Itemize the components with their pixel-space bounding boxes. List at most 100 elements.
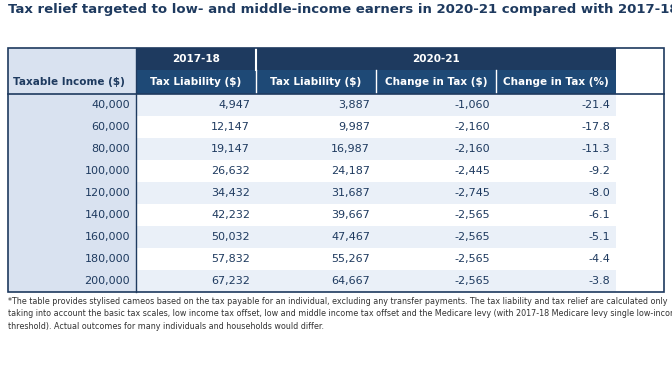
Text: -6.1: -6.1	[589, 210, 610, 220]
Bar	[496, 94, 616, 116]
Text: -2,160: -2,160	[454, 122, 490, 132]
Bar	[136, 160, 256, 182]
Text: 120,000: 120,000	[85, 188, 130, 198]
Text: 55,267: 55,267	[331, 254, 370, 264]
Text: -3.8: -3.8	[588, 276, 610, 286]
Text: -5.1: -5.1	[589, 232, 610, 242]
Text: 50,032: 50,032	[212, 232, 250, 242]
Bar	[376, 70, 496, 94]
Bar	[376, 248, 496, 270]
Bar	[8, 182, 136, 204]
Text: 60,000: 60,000	[91, 122, 130, 132]
Bar	[256, 94, 376, 116]
Text: 140,000: 140,000	[85, 210, 130, 220]
Text: 160,000: 160,000	[85, 232, 130, 242]
Bar	[496, 160, 616, 182]
Bar	[496, 138, 616, 160]
Bar	[496, 116, 616, 138]
Text: 12,147: 12,147	[211, 122, 250, 132]
Text: -11.3: -11.3	[581, 144, 610, 154]
Text: *The table provides stylised cameos based on the tax payable for an individual, : *The table provides stylised cameos base…	[8, 297, 672, 331]
Text: -2,445: -2,445	[454, 166, 490, 176]
Text: -1,060: -1,060	[454, 100, 490, 110]
Bar	[136, 94, 256, 116]
Text: 19,147: 19,147	[211, 144, 250, 154]
Bar	[496, 270, 616, 292]
Bar	[8, 248, 136, 270]
Bar	[136, 116, 256, 138]
Bar	[256, 248, 376, 270]
Text: 2020-21: 2020-21	[412, 54, 460, 64]
Text: 24,187: 24,187	[331, 166, 370, 176]
Text: -2,565: -2,565	[454, 276, 490, 286]
Bar	[136, 204, 256, 226]
Text: -9.2: -9.2	[588, 166, 610, 176]
Bar	[8, 116, 136, 138]
Bar	[496, 182, 616, 204]
Bar	[376, 160, 496, 182]
Bar	[256, 138, 376, 160]
Bar	[496, 248, 616, 270]
Bar	[8, 160, 136, 182]
Bar	[136, 248, 256, 270]
Bar	[256, 182, 376, 204]
Bar	[376, 204, 496, 226]
Text: -21.4: -21.4	[581, 100, 610, 110]
Text: 26,632: 26,632	[211, 166, 250, 176]
Text: -4.4: -4.4	[588, 254, 610, 264]
Text: Change in Tax ($): Change in Tax ($)	[385, 77, 487, 87]
Bar	[136, 138, 256, 160]
Text: Tax Liability ($): Tax Liability ($)	[270, 77, 362, 87]
Text: 42,232: 42,232	[211, 210, 250, 220]
Bar	[496, 70, 616, 94]
Bar	[136, 48, 256, 70]
Text: 47,467: 47,467	[331, 232, 370, 242]
Bar	[136, 226, 256, 248]
Bar	[8, 94, 136, 116]
Bar	[136, 270, 256, 292]
Bar	[256, 48, 616, 70]
Bar	[496, 204, 616, 226]
Text: 180,000: 180,000	[85, 254, 130, 264]
Bar	[8, 48, 664, 292]
Bar	[136, 182, 256, 204]
Text: 4,947: 4,947	[218, 100, 250, 110]
Bar	[8, 70, 136, 94]
Bar	[376, 116, 496, 138]
Text: -2,160: -2,160	[454, 144, 490, 154]
Text: 3,887: 3,887	[338, 100, 370, 110]
Text: 2017-18: 2017-18	[172, 54, 220, 64]
Text: 100,000: 100,000	[85, 166, 130, 176]
Bar	[8, 270, 136, 292]
Bar	[376, 138, 496, 160]
Bar	[376, 270, 496, 292]
Text: 31,687: 31,687	[331, 188, 370, 198]
Text: 9,987: 9,987	[338, 122, 370, 132]
Bar	[8, 226, 136, 248]
Bar	[256, 160, 376, 182]
Text: Change in Tax (%): Change in Tax (%)	[503, 77, 609, 87]
Bar	[496, 226, 616, 248]
Text: 40,000: 40,000	[91, 100, 130, 110]
Bar	[376, 182, 496, 204]
Text: Tax relief targeted to low- and middle-income earners in 2020-21 compared with 2: Tax relief targeted to low- and middle-i…	[8, 3, 672, 16]
Text: 16,987: 16,987	[331, 144, 370, 154]
Text: -2,565: -2,565	[454, 232, 490, 242]
Bar	[8, 48, 136, 70]
Text: 200,000: 200,000	[85, 276, 130, 286]
Bar	[376, 94, 496, 116]
Text: -8.0: -8.0	[588, 188, 610, 198]
Bar	[376, 226, 496, 248]
Bar	[8, 204, 136, 226]
Bar	[256, 116, 376, 138]
Text: 39,667: 39,667	[331, 210, 370, 220]
Text: 80,000: 80,000	[91, 144, 130, 154]
Text: -2,565: -2,565	[454, 254, 490, 264]
Text: Taxable Income ($): Taxable Income ($)	[13, 77, 125, 87]
Text: 67,232: 67,232	[211, 276, 250, 286]
Bar	[136, 70, 256, 94]
Text: 57,832: 57,832	[211, 254, 250, 264]
Text: 34,432: 34,432	[211, 188, 250, 198]
Text: 64,667: 64,667	[331, 276, 370, 286]
Text: -2,565: -2,565	[454, 210, 490, 220]
